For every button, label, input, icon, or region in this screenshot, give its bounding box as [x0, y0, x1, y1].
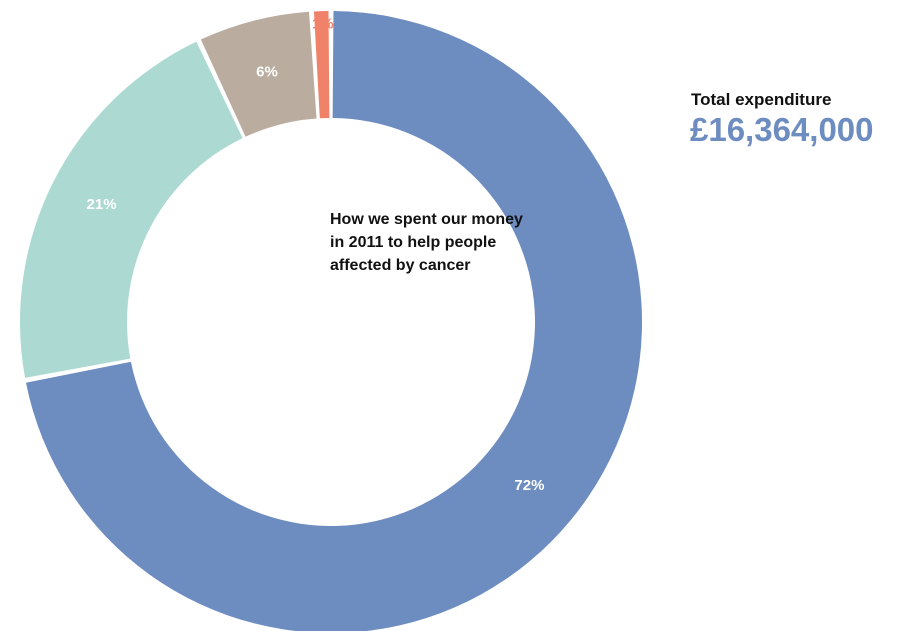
- slice-labels: 72% 21% 6% 1%: [87, 16, 545, 495]
- donut-slice-0: [25, 11, 642, 631]
- slice-label-1: 21%: [87, 196, 117, 213]
- donut-slice-1: [19, 41, 243, 378]
- total-expenditure-value: £16,364,000: [690, 111, 874, 148]
- donut-slices: [19, 11, 642, 631]
- chart-title: How we spent our money in 2011 to help p…: [330, 211, 523, 274]
- total-expenditure-label: Total expenditure: [691, 90, 832, 109]
- slice-label-3: 1%: [312, 16, 334, 33]
- donut-slice-3: [313, 11, 330, 119]
- slice-label-2: 6%: [256, 64, 278, 81]
- slice-label-0: 72%: [514, 477, 544, 494]
- donut-slice-2: [200, 11, 317, 137]
